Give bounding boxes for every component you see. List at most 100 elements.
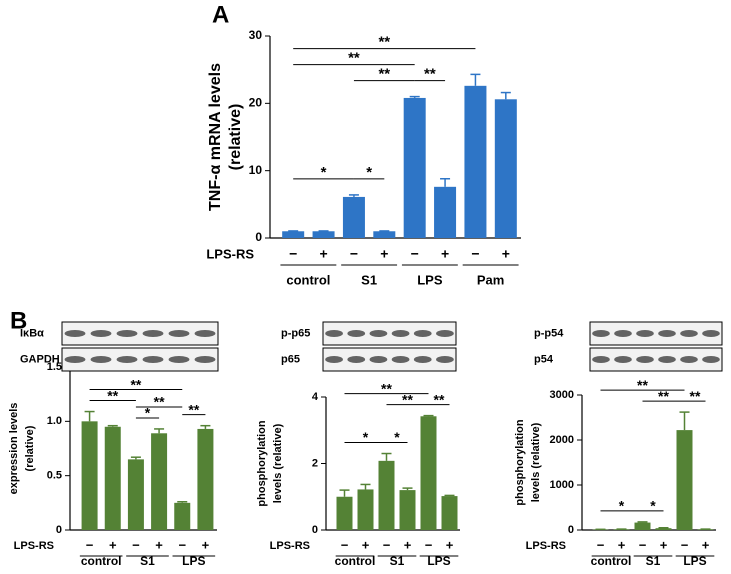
bar bbox=[434, 186, 457, 238]
y-axis-label: phosphorylation bbox=[514, 419, 526, 505]
x-tick-label: − bbox=[341, 537, 349, 552]
blot-band bbox=[436, 356, 454, 363]
bar bbox=[373, 231, 396, 238]
blot-band bbox=[702, 330, 720, 337]
blot-label: GAPDH bbox=[20, 353, 60, 365]
blot-strip bbox=[61, 347, 219, 372]
y-axis-label: levels (relative) bbox=[530, 422, 542, 502]
x-tick-label: + bbox=[404, 537, 412, 552]
significance-label: * bbox=[363, 429, 369, 445]
y-tick-label: 1.0 bbox=[47, 415, 62, 427]
blot-band bbox=[680, 356, 698, 363]
x-tick-label: + bbox=[702, 537, 710, 552]
bar bbox=[655, 528, 672, 530]
group-label: S1 bbox=[140, 554, 155, 568]
significance-label: ** bbox=[348, 50, 360, 67]
y-tick-label: 0 bbox=[56, 524, 62, 536]
bar bbox=[342, 196, 365, 238]
x-tick-label: − bbox=[639, 537, 647, 552]
panel-label: B bbox=[10, 307, 27, 334]
blot-band bbox=[347, 356, 366, 363]
y-tick-label: 0 bbox=[312, 524, 318, 536]
group-label: LPS bbox=[427, 554, 450, 568]
bar bbox=[104, 426, 121, 530]
significance-label: ** bbox=[381, 380, 392, 396]
row-label: LPS-RS bbox=[526, 540, 566, 552]
group-label: LPS bbox=[182, 554, 205, 568]
blot-label: p-p54 bbox=[534, 327, 564, 339]
blot-band bbox=[116, 356, 138, 363]
x-tick-label: + bbox=[155, 537, 163, 552]
x-tick-label: − bbox=[178, 537, 186, 552]
significance-label: * bbox=[366, 164, 372, 181]
blot-band bbox=[168, 356, 190, 363]
group-label: Pam bbox=[477, 272, 504, 287]
y-axis-label: TNF-α mRNA levels bbox=[207, 63, 224, 211]
row-label: LPS-RS bbox=[14, 540, 54, 552]
blot-label: p-p65 bbox=[281, 327, 310, 339]
group-label: control bbox=[81, 554, 122, 568]
blot-band bbox=[636, 330, 654, 337]
x-tick-label: − bbox=[86, 537, 94, 552]
significance-label: * bbox=[321, 164, 327, 181]
significance-label: ** bbox=[424, 66, 436, 83]
x-tick-label: − bbox=[681, 537, 689, 552]
blot-label: IκBα bbox=[20, 327, 44, 339]
significance-label: ** bbox=[107, 387, 118, 403]
blot-band bbox=[64, 330, 86, 337]
group-label: LPS bbox=[417, 272, 443, 287]
group-label: S1 bbox=[390, 554, 405, 568]
blot-band bbox=[325, 356, 343, 363]
blot-band bbox=[194, 330, 216, 337]
significance-label: * bbox=[145, 405, 151, 421]
significance-label: ** bbox=[402, 391, 413, 407]
bar bbox=[282, 231, 305, 238]
x-tick-label: + bbox=[446, 537, 454, 552]
blot-band bbox=[436, 330, 454, 337]
x-tick-label: + bbox=[319, 246, 327, 262]
bar bbox=[81, 421, 98, 530]
significance-label: ** bbox=[188, 401, 199, 417]
blot-strip bbox=[322, 347, 457, 372]
bar bbox=[676, 430, 693, 530]
blot-band bbox=[680, 330, 698, 337]
y-axis-label: (relative) bbox=[24, 425, 36, 471]
blot-band bbox=[369, 330, 388, 337]
y-tick-label: 30 bbox=[249, 28, 263, 42]
blot-band bbox=[369, 356, 388, 363]
blot-label: p54 bbox=[534, 353, 554, 365]
y-axis-label: levels (relative) bbox=[272, 423, 284, 503]
x-tick-label: − bbox=[383, 537, 391, 552]
blot-band bbox=[413, 356, 432, 363]
significance-label: ** bbox=[130, 376, 141, 392]
blot-band bbox=[702, 356, 720, 363]
group-label: control bbox=[286, 272, 330, 287]
y-tick-label: 0 bbox=[568, 524, 574, 536]
blot-band bbox=[347, 330, 366, 337]
y-axis-label: expression levels bbox=[8, 403, 20, 495]
y-axis-label: (relative) bbox=[227, 104, 244, 171]
row-label: LPS-RS bbox=[270, 540, 310, 552]
significance-label: ** bbox=[637, 377, 648, 393]
bar bbox=[357, 489, 374, 530]
bar bbox=[464, 85, 487, 239]
blot-band bbox=[614, 356, 632, 363]
significance-label: ** bbox=[690, 388, 701, 404]
blot-band bbox=[90, 330, 112, 337]
x-tick-label: + bbox=[502, 246, 510, 262]
panel-label: A bbox=[212, 1, 229, 28]
blot-band bbox=[636, 356, 654, 363]
significance-label: * bbox=[650, 498, 656, 514]
blot-strip bbox=[589, 347, 723, 372]
blot-band bbox=[614, 330, 632, 337]
blot-label: p65 bbox=[281, 353, 300, 365]
blot-band bbox=[325, 330, 343, 337]
bar bbox=[312, 231, 335, 238]
bar bbox=[151, 433, 168, 530]
blot-strip bbox=[322, 321, 457, 346]
x-tick-label: − bbox=[411, 246, 419, 262]
group-label: LPS bbox=[683, 554, 706, 568]
significance-label: * bbox=[394, 429, 400, 445]
blot-band bbox=[168, 330, 190, 337]
